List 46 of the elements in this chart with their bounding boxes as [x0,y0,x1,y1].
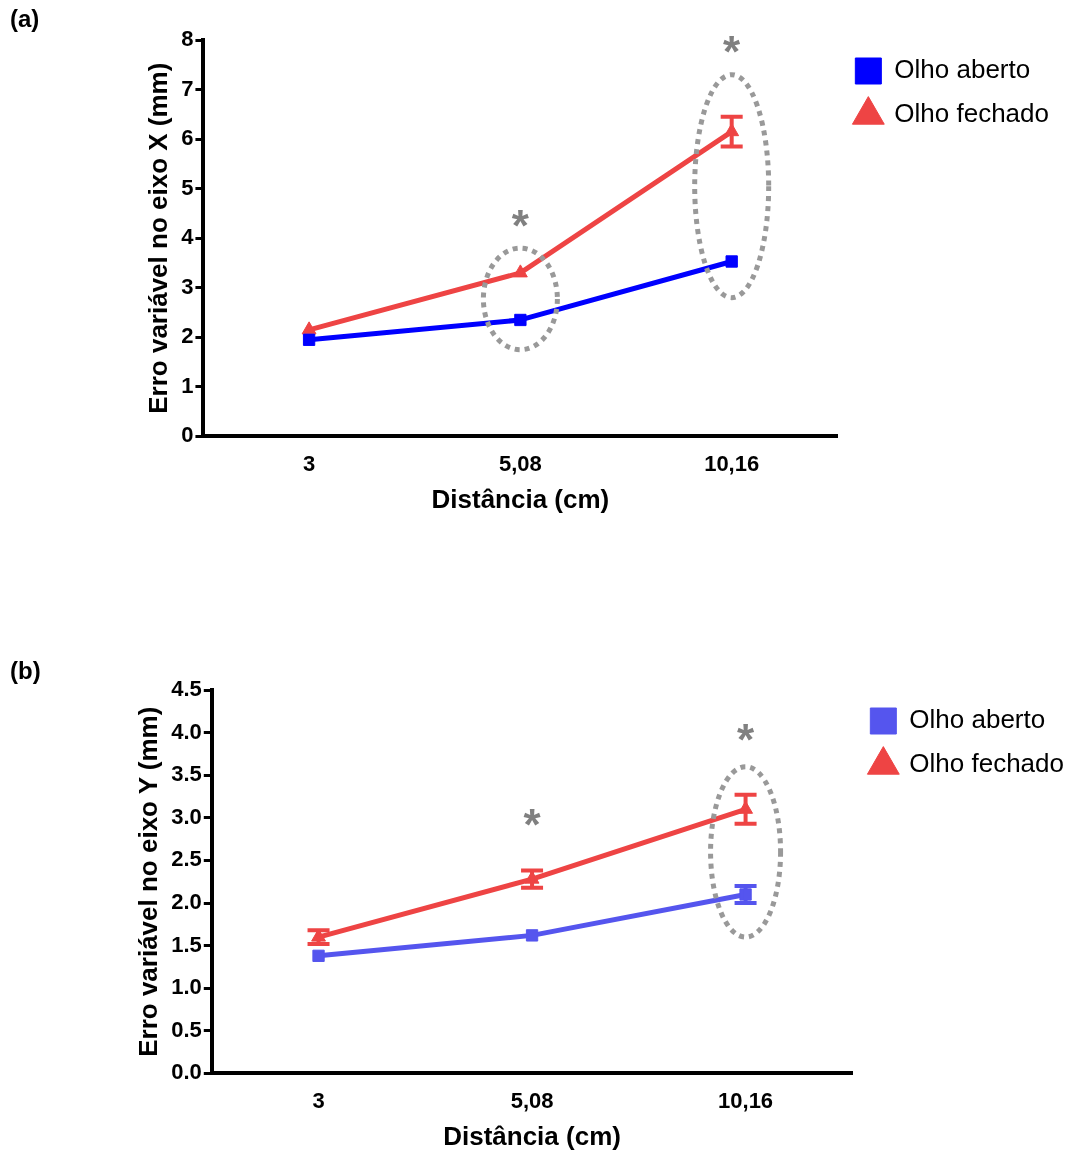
point [525,929,539,942]
y-tick-label: 1.0 [171,974,202,1000]
x-tick-label: 5,08 [510,1087,554,1113]
y-tick-label: 1.5 [171,931,202,957]
point [514,313,527,327]
legend-label: Olho aberto [909,704,1046,735]
x-tick-label: 5,08 [498,450,542,476]
x-tick-label: 10,16 [704,450,760,476]
y-tick-label: 4.5 [171,676,202,702]
y-tick-label: 0.0 [171,1059,202,1085]
x-axis-title: Distância (cm) [431,483,610,514]
y-tick-label: 3.0 [171,803,202,829]
y-tick-label: 2 [181,323,194,349]
legend-label: Olho fechado [894,98,1049,129]
point [312,949,325,962]
y-tick-label: 4 [181,224,195,250]
legend-label: Olho fechado [909,748,1064,779]
y-tick-label: 4.0 [171,718,202,744]
point [302,333,316,346]
y-tick-label: 6 [181,125,194,151]
point [301,321,317,335]
y-tick-label: 0 [181,422,194,448]
annotation: * [523,799,542,849]
x-tick-label: 10,16 [718,1087,774,1113]
x-axis-title: Distância (cm) [443,1120,621,1151]
point [512,264,528,278]
x-tick-label: 3 [312,1087,325,1113]
y-tick-label: 8 [181,26,194,52]
x-tick-label: 3 [302,450,316,476]
chart-title: (b) [10,656,41,684]
y-axis-title: Erro variável no eixo Y (mm) [132,706,163,1057]
y-tick-label: 7 [181,75,194,101]
y-tick-label: 0.5 [171,1016,202,1042]
y-tick-label: 2.5 [171,846,202,872]
y-tick-label: 1 [181,372,194,398]
y-tick-label: 2.0 [171,889,202,915]
legend-label: Olho aberto [894,54,1031,85]
annotation: * [737,714,756,764]
y-tick-label: 5 [181,174,194,200]
y-tick-label: 3 [181,273,194,299]
annotation: * [723,27,742,77]
y-tick-label: 3.5 [171,761,202,787]
annotation: * [511,200,530,250]
chart-title: (a) [10,4,40,32]
point [725,255,738,268]
y-axis-title: Erro variável no eixo X (mm) [142,62,173,414]
